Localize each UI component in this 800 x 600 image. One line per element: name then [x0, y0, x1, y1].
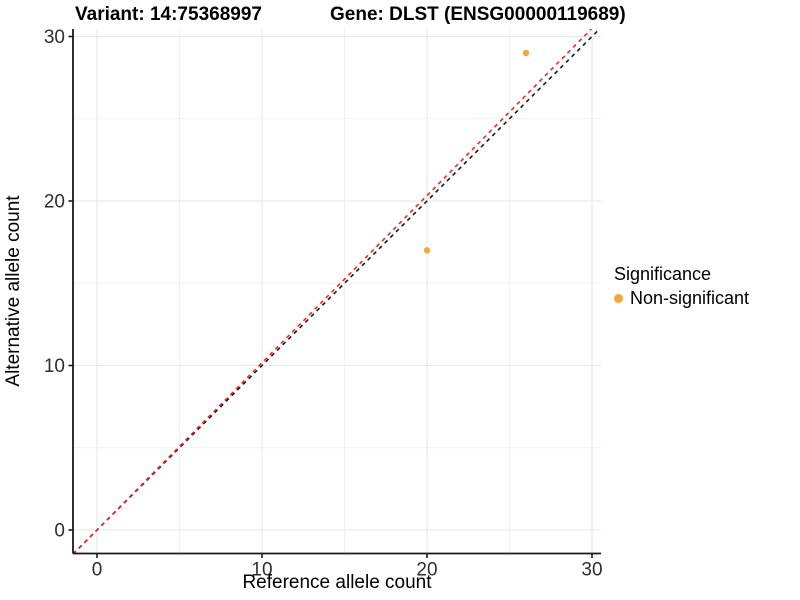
x-axis-title: Reference allele count [242, 572, 432, 593]
legend-item: Non-significant [614, 288, 749, 309]
gene-title: Gene: DLST (ENSG00000119689) [330, 4, 626, 25]
x-tick-label: 30 [581, 560, 602, 581]
y-tick-label: 0 [54, 521, 65, 542]
identity-line [73, 29, 600, 554]
y-axis-title: Alternative allele count [3, 195, 24, 387]
data-point [423, 247, 431, 254]
x-tick-label: 0 [92, 560, 103, 581]
fit-line [73, 29, 593, 554]
y-tick-label: 30 [44, 27, 65, 48]
legend-item-label: Non-significant [630, 288, 750, 308]
y-tick-label: 20 [44, 192, 65, 213]
legend-title: Significance [614, 264, 712, 284]
legend-point-icon [614, 294, 623, 303]
variant-title: Variant: 14:75368997 [75, 4, 262, 25]
x-tick-label: 10 [251, 560, 272, 581]
data-point [522, 49, 530, 57]
x-tick-label: 20 [416, 560, 437, 581]
y-tick-label: 10 [44, 356, 65, 377]
legend: Significance Non-significant [614, 264, 749, 309]
